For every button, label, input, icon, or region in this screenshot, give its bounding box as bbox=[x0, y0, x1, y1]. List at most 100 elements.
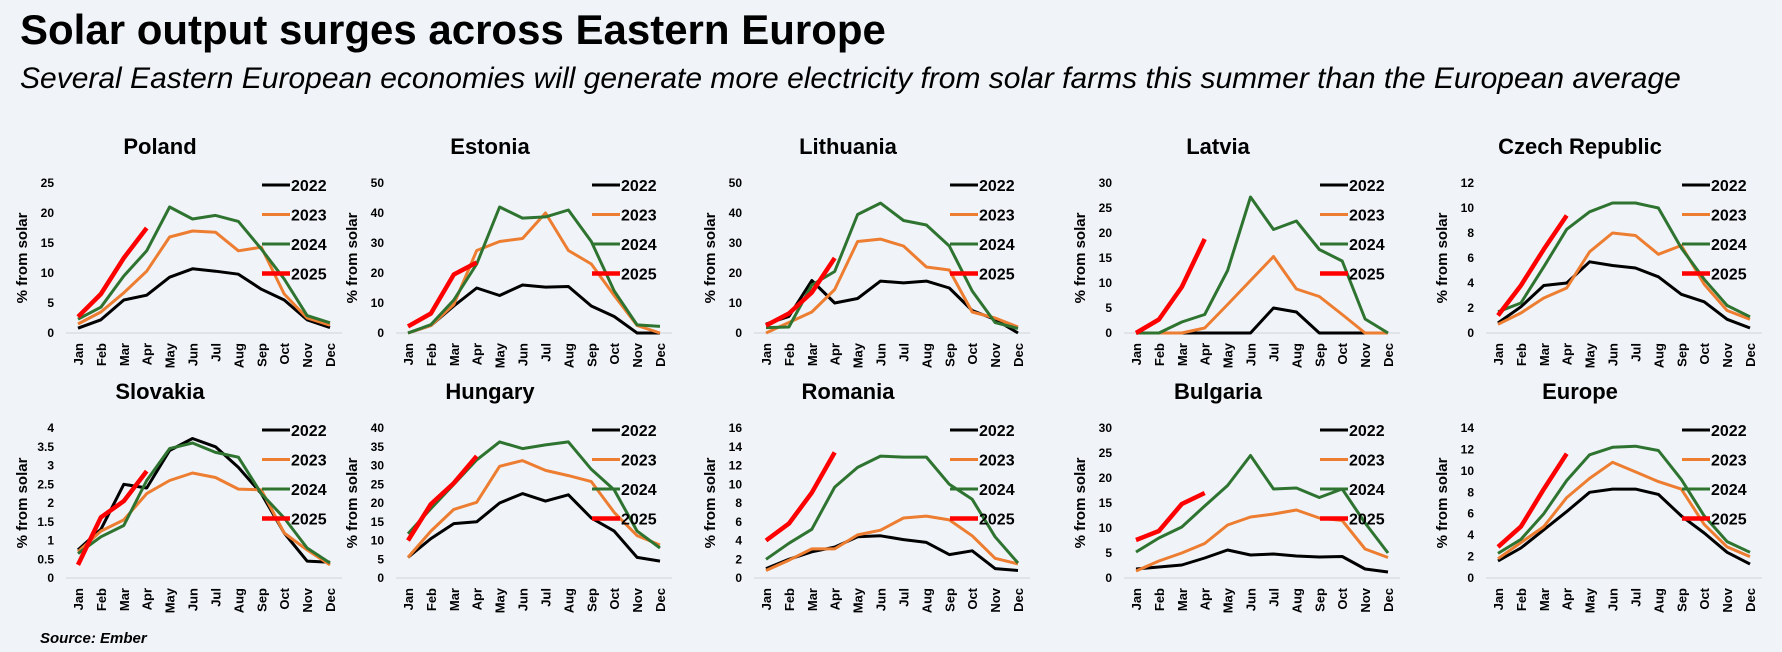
y-tick-label: 25 bbox=[1099, 201, 1113, 215]
legend-label: 2024 bbox=[621, 482, 657, 499]
x-tick-label: Sep bbox=[1674, 343, 1689, 367]
x-tick-label: Jun bbox=[1606, 343, 1621, 366]
source-note: Source: Ember bbox=[40, 630, 147, 647]
x-tick-label: Nov bbox=[630, 342, 645, 367]
chart-title: Estonia bbox=[450, 134, 530, 159]
x-tick-label: Apr bbox=[1560, 588, 1575, 610]
x-tick-label: Jun bbox=[516, 588, 531, 611]
x-tick-label: Sep bbox=[1312, 343, 1327, 367]
x-tick-label: Nov bbox=[1720, 342, 1735, 367]
x-tick-label: Mar bbox=[117, 343, 132, 366]
x-tick-label: Jul bbox=[538, 343, 553, 362]
x-tick-label: Jul bbox=[1628, 343, 1643, 362]
x-tick-label: Jun bbox=[516, 343, 531, 366]
x-tick-label: Apr bbox=[470, 343, 485, 365]
y-tick-label: 15 bbox=[371, 515, 385, 529]
x-tick-label: Jun bbox=[1606, 588, 1621, 611]
x-tick-label: Mar bbox=[805, 343, 820, 366]
chart-title: Lithuania bbox=[799, 134, 898, 159]
legend-label: 2025 bbox=[621, 267, 657, 284]
y-tick-label: 15 bbox=[1099, 251, 1113, 265]
series-line-2025 bbox=[1135, 490, 1206, 543]
x-tick-label: Nov bbox=[988, 587, 1003, 612]
y-tick-label: 30 bbox=[729, 236, 743, 250]
legend-label: 2025 bbox=[1349, 267, 1385, 284]
x-tick-label: Oct bbox=[277, 342, 292, 364]
y-tick-label: 0 bbox=[377, 326, 384, 340]
series-line-2022 bbox=[77, 267, 331, 330]
x-tick-label: Apr bbox=[140, 343, 155, 365]
legend-label: 2022 bbox=[979, 423, 1015, 440]
y-tick-label: 6 bbox=[1467, 251, 1474, 265]
chart-title: Czech Republic bbox=[1498, 134, 1662, 159]
y-tick-label: 10 bbox=[1099, 276, 1113, 290]
series-line-2023 bbox=[406, 459, 661, 559]
x-tick-label: Nov bbox=[300, 587, 315, 612]
y-tick-label: 30 bbox=[1099, 176, 1113, 190]
y-tick-label: 15 bbox=[1099, 496, 1113, 510]
legend-label: 2024 bbox=[1711, 237, 1747, 254]
series-line-2024 bbox=[77, 441, 331, 565]
y-axis-label: % from solar bbox=[1434, 457, 1451, 548]
y-tick-label: 12 bbox=[729, 459, 743, 473]
chart-panel-czech-republic: Czech Republic % from solar 0 2 4 6 8 10 12 Jan Fe… bbox=[1434, 134, 1762, 368]
y-tick-label: 4 bbox=[47, 421, 54, 435]
y-tick-label: 0 bbox=[1105, 571, 1112, 585]
x-tick-label: Jan bbox=[1491, 588, 1506, 610]
y-tick-label: 5 bbox=[1105, 301, 1112, 315]
x-tick-label: May bbox=[1583, 342, 1598, 368]
legend-label: 2022 bbox=[291, 423, 327, 440]
legend-label: 2023 bbox=[621, 208, 657, 225]
legend-label: 2022 bbox=[1711, 178, 1747, 195]
y-tick-label: 2.5 bbox=[37, 477, 54, 491]
chart-title: Europe bbox=[1542, 379, 1618, 404]
legend-label: 2025 bbox=[1711, 267, 1747, 284]
x-tick-label: Jun bbox=[1244, 343, 1259, 366]
x-tick-label: Aug bbox=[919, 343, 934, 368]
y-tick-label: 20 bbox=[371, 496, 385, 510]
x-tick-label: Aug bbox=[561, 588, 576, 613]
x-tick-label: Apr bbox=[470, 588, 485, 610]
legend-label: 2023 bbox=[1711, 208, 1747, 225]
x-tick-label: Oct bbox=[965, 342, 980, 364]
page-title: Solar output surges across Eastern Europ… bbox=[20, 6, 886, 53]
x-tick-label: May bbox=[493, 587, 508, 613]
legend-label: 2023 bbox=[621, 453, 657, 470]
x-tick-label: Apr bbox=[1198, 588, 1213, 610]
x-tick-label: Oct bbox=[277, 587, 292, 609]
x-tick-label: Mar bbox=[1175, 343, 1190, 366]
x-tick-label: Mar bbox=[447, 588, 462, 611]
x-tick-label: May bbox=[851, 342, 866, 368]
legend-label: 2022 bbox=[1349, 178, 1385, 195]
chart-title: Poland bbox=[123, 134, 196, 159]
series-line-2023 bbox=[1135, 508, 1389, 573]
y-tick-label: 35 bbox=[371, 440, 385, 454]
y-tick-label: 40 bbox=[371, 206, 385, 220]
y-tick-label: 10 bbox=[371, 534, 385, 548]
x-tick-label: Oct bbox=[1697, 587, 1712, 609]
y-axis-label: % from solar bbox=[702, 212, 719, 303]
chart-panel-europe: Europe % from solar 0 2 4 6 8 10 12 14 Jan Feb Mar Ap… bbox=[1434, 379, 1762, 613]
x-tick-label: Jan bbox=[71, 588, 86, 610]
x-tick-label: Aug bbox=[1289, 588, 1304, 613]
y-tick-label: 2 bbox=[1467, 550, 1474, 564]
x-tick-label: Aug bbox=[1651, 343, 1666, 368]
legend-label: 2023 bbox=[1349, 453, 1385, 470]
y-tick-label: 8 bbox=[735, 496, 742, 510]
x-tick-label: Aug bbox=[919, 588, 934, 613]
y-tick-label: 15 bbox=[41, 236, 55, 250]
series-line-2024 bbox=[77, 205, 331, 325]
series-line-2024 bbox=[1136, 195, 1389, 335]
series-line-2024 bbox=[1497, 201, 1751, 319]
legend-label: 2025 bbox=[1349, 512, 1385, 529]
x-tick-label: Jan bbox=[401, 588, 416, 610]
x-tick-label: May bbox=[1583, 587, 1598, 613]
y-tick-label: 50 bbox=[371, 176, 385, 190]
y-tick-label: 10 bbox=[1461, 464, 1475, 478]
y-tick-label: 0 bbox=[1105, 326, 1112, 340]
y-tick-label: 1.5 bbox=[37, 515, 54, 529]
x-tick-label: Jul bbox=[896, 588, 911, 607]
x-tick-label: May bbox=[163, 587, 178, 613]
